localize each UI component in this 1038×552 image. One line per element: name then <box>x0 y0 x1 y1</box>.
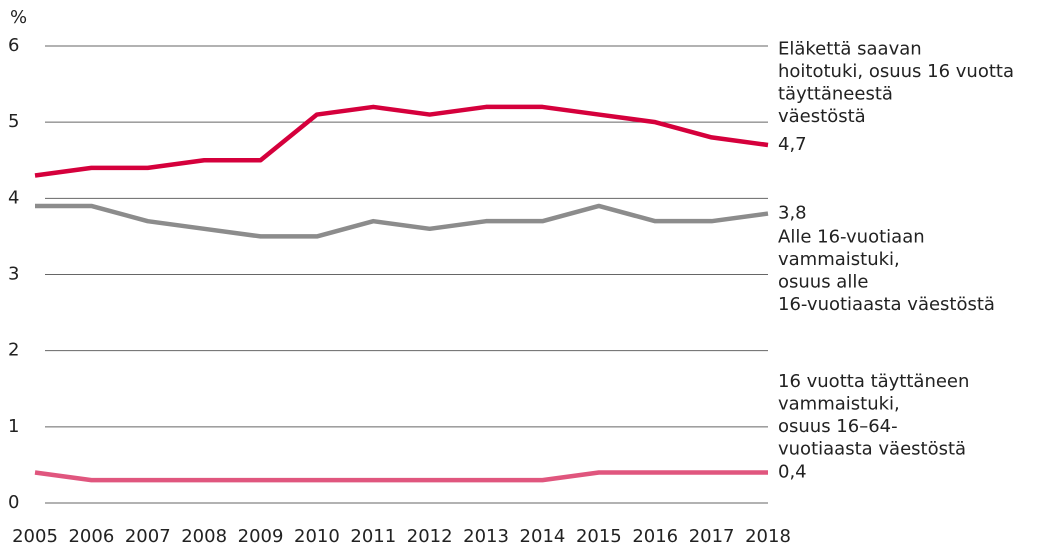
x-tick-label: 2011 <box>350 526 396 547</box>
x-tick-label: 2014 <box>520 526 566 547</box>
y-tick-label: 1 <box>8 416 19 437</box>
data-line <box>34 470 768 483</box>
y-tick-label: 3 <box>8 264 19 285</box>
y-tick-label: 4 <box>8 187 19 208</box>
x-tick-label: 2008 <box>181 526 227 547</box>
data-line <box>35 203 769 239</box>
x-tick-label: 2015 <box>576 526 622 547</box>
x-tick-label: 2018 <box>745 526 791 547</box>
series-label: 16 vuotta täyttäneen vammaistuki, osuus 16… <box>778 371 969 460</box>
end-value-label: 0,4 <box>778 462 807 483</box>
data-line <box>34 104 769 178</box>
x-tick-label: 2006 <box>68 526 114 547</box>
y-tick-label: 2 <box>8 340 19 361</box>
x-tick-label: 2013 <box>463 526 509 547</box>
y-tick-label: 6 <box>8 35 19 56</box>
x-tick-label: 2010 <box>294 526 340 547</box>
x-tick-label: 2007 <box>125 526 171 547</box>
end-value-label: 4,7 <box>778 134 807 155</box>
y-axis-label: % <box>10 7 27 28</box>
x-tick-label: 2009 <box>238 526 284 547</box>
series-label: Alle 16-vuotiaan vammaistuki, osuus alle 16… <box>778 227 995 316</box>
series-label: Eläkettä saavan hoitotuki, osuus 16 vuott… <box>778 39 1014 128</box>
end-value-label: 3,8 <box>778 203 807 224</box>
y-tick-label: 5 <box>8 111 19 132</box>
x-tick-label: 2012 <box>407 526 453 547</box>
y-tick-label: 0 <box>8 492 19 513</box>
x-tick-label: 2005 <box>12 526 58 547</box>
x-tick-label: 2016 <box>632 526 678 547</box>
x-tick-label: 2017 <box>689 526 735 547</box>
